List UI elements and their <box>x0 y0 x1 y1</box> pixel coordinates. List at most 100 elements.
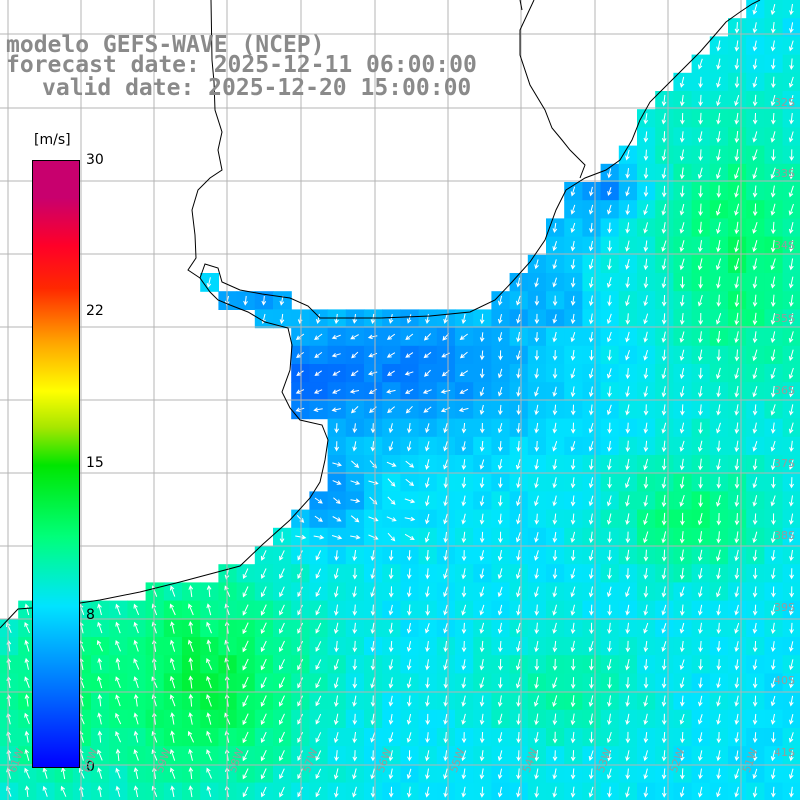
wind-arrow <box>716 695 721 707</box>
wind-arrow <box>443 677 449 689</box>
wind-arrow <box>405 405 413 414</box>
wind-arrow <box>243 295 248 306</box>
wind-arrow <box>643 313 649 325</box>
wind-arrow <box>78 767 85 779</box>
wind-arrow <box>169 748 176 761</box>
wind-arrow <box>296 351 304 359</box>
wind-arrow <box>425 586 430 598</box>
wind-arrow <box>570 731 576 744</box>
wind-arrow <box>440 407 451 413</box>
wind-arrow <box>97 675 103 689</box>
wind-arrow <box>133 676 139 689</box>
wind-arrow <box>295 407 305 412</box>
wind-arrow <box>406 677 412 689</box>
colorbar-unit: [m/s] <box>34 132 71 148</box>
wind-arrow <box>297 677 304 689</box>
wind-arrow <box>497 368 503 379</box>
wind-arrow <box>570 695 576 708</box>
wind-arrow <box>352 768 357 780</box>
wind-arrow <box>752 276 758 289</box>
wind-arrow <box>643 513 649 526</box>
wind-arrow <box>534 350 540 361</box>
wind-arrow <box>425 441 430 452</box>
coastline-line <box>0 0 761 629</box>
wind-arrow <box>516 713 521 726</box>
wind-arrow <box>479 786 485 798</box>
wind-arrow <box>133 639 139 652</box>
wind-arrow <box>625 768 631 780</box>
wind-arrow <box>386 352 396 358</box>
wind-arrow <box>406 659 412 671</box>
wind-arrow <box>752 294 758 307</box>
wind-arrow <box>716 240 721 253</box>
wind-arrow <box>552 241 557 252</box>
wind-arrow <box>752 677 758 689</box>
wind-arrow <box>570 786 576 798</box>
wind-arrow <box>643 531 649 544</box>
wind-arrow <box>115 748 121 761</box>
wind-arrow <box>770 531 776 544</box>
wind-arrow <box>752 732 758 744</box>
wind-arrow <box>425 313 430 325</box>
wind-arrow <box>552 331 558 343</box>
wind-arrow <box>734 604 739 616</box>
wind-arrow <box>115 731 122 743</box>
wind-arrow <box>425 495 430 507</box>
wind-arrow <box>350 515 360 523</box>
wind-arrow <box>515 459 521 470</box>
wind-arrow <box>534 277 539 288</box>
wind-arrow <box>697 549 703 562</box>
wind-arrow <box>425 641 430 653</box>
wind-arrow <box>661 586 667 598</box>
wind-arrow <box>607 604 613 616</box>
wind-arrow <box>352 713 358 726</box>
wind-arrow <box>716 731 722 744</box>
wind-arrow <box>242 568 249 580</box>
wind-arrow <box>388 550 394 562</box>
wind-arrow <box>752 367 758 380</box>
wind-arrow <box>443 531 449 543</box>
wind-arrow <box>278 677 285 689</box>
wind-arrow <box>661 786 667 798</box>
wind-arrow <box>588 277 594 289</box>
wind-arrow <box>643 622 649 634</box>
wind-arrow <box>570 313 576 325</box>
wind-arrow <box>698 494 703 508</box>
wind-arrow <box>770 768 776 780</box>
wind-arrow <box>607 222 612 234</box>
wind-arrow <box>680 512 685 526</box>
wind-arrow <box>788 40 794 52</box>
wind-arrow <box>552 277 557 288</box>
wind-arrow <box>625 458 630 471</box>
wind-arrow <box>24 730 30 743</box>
wind-arrow <box>770 750 776 762</box>
wind-arrow <box>242 768 249 780</box>
wind-arrow <box>388 677 394 689</box>
wind-arrow <box>770 440 776 452</box>
wind-arrow <box>698 76 703 89</box>
wind-arrow <box>625 276 631 289</box>
wind-arrow <box>570 277 576 288</box>
wind-arrow <box>459 351 468 359</box>
wind-arrow <box>315 768 322 780</box>
wind-arrow <box>589 349 594 361</box>
wind-arrow <box>516 368 521 379</box>
wind-arrow <box>698 750 703 762</box>
wind-arrow <box>788 732 794 743</box>
wind-arrow <box>752 185 758 198</box>
wind-arrow <box>570 568 576 580</box>
wind-arrow <box>625 386 630 398</box>
wind-arrow <box>297 658 304 671</box>
wind-arrow <box>332 516 342 522</box>
wind-arrow <box>279 622 285 634</box>
wind-arrow <box>479 368 485 379</box>
wind-arrow <box>771 786 776 798</box>
wind-arrow <box>716 112 721 125</box>
wind-arrow <box>716 404 721 416</box>
wind-arrow <box>534 786 540 798</box>
wind-arrow <box>661 276 667 289</box>
wind-arrow <box>625 422 631 434</box>
wind-arrow <box>552 495 557 507</box>
colorbar-tick: 0 <box>86 759 95 775</box>
